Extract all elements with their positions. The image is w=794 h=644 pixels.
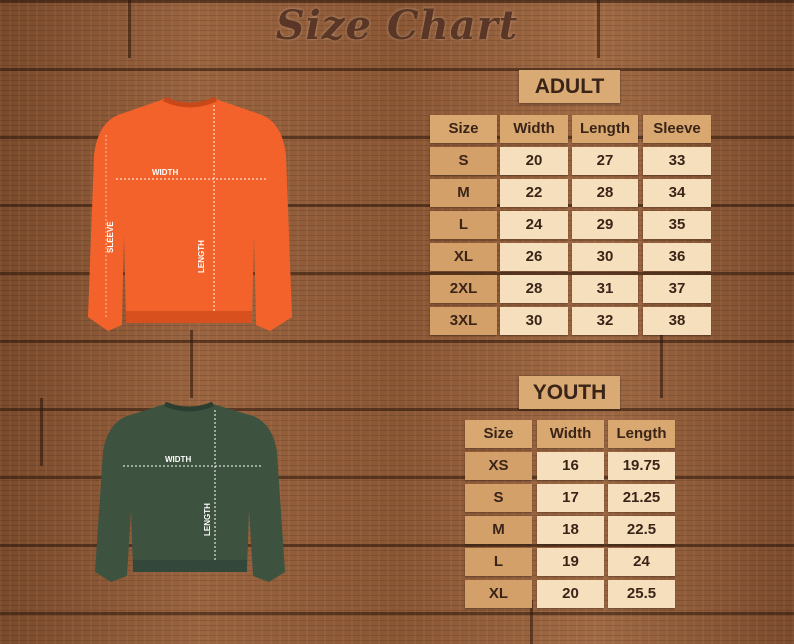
column-header: Sleeve xyxy=(643,115,711,143)
measurement-cell: 19 xyxy=(537,548,604,576)
column-header: Size xyxy=(465,420,532,448)
length-label: LENGTH xyxy=(203,503,212,536)
size-cell: S xyxy=(430,147,497,175)
size-cell: L xyxy=(430,211,497,239)
measurement-cell: 22 xyxy=(500,179,568,207)
width-label: WIDTH xyxy=(165,455,191,464)
measurement-cell: 24 xyxy=(608,548,675,576)
plank-seam xyxy=(530,600,533,644)
column-header: Width xyxy=(537,420,604,448)
measurement-cell: 32 xyxy=(572,307,638,335)
size-cell: M xyxy=(465,516,532,544)
sleeve-label: SLEEVE xyxy=(106,221,115,253)
plank-seam xyxy=(40,398,43,466)
size-cell: XL xyxy=(465,580,532,608)
length-label: LENGTH xyxy=(197,240,206,273)
measurement-cell: 31 xyxy=(572,275,638,303)
measurement-cell: 28 xyxy=(500,275,568,303)
measurement-cell: 37 xyxy=(643,275,711,303)
measurement-cell: 20 xyxy=(537,580,604,608)
measurement-cell: 17 xyxy=(537,484,604,512)
measurement-cell: 29 xyxy=(572,211,638,239)
measurement-cell: 21.25 xyxy=(608,484,675,512)
measurement-cell: 25.5 xyxy=(608,580,675,608)
size-cell: M xyxy=(430,179,497,207)
size-cell: 2XL xyxy=(430,275,497,303)
measurement-cell: 26 xyxy=(500,243,568,271)
plank-seam xyxy=(597,0,600,58)
size-cell: XL xyxy=(430,243,497,271)
measurement-cell: 35 xyxy=(643,211,711,239)
measurement-cell: 34 xyxy=(643,179,711,207)
width-label: WIDTH xyxy=(152,168,178,177)
youth-sweatshirt-illustration: WIDTH LENGTH xyxy=(95,401,285,582)
measurement-cell: 22.5 xyxy=(608,516,675,544)
measurement-cell: 30 xyxy=(572,243,638,271)
plank-seam xyxy=(190,330,193,398)
column-header: Length xyxy=(572,115,638,143)
measurement-cell: 33 xyxy=(643,147,711,175)
adult-sweatshirt-illustration: WIDTH SLEEVE LENGTH xyxy=(88,96,292,331)
page-title: Size Chart xyxy=(275,2,519,49)
column-header: Width xyxy=(500,115,568,143)
measurement-cell: 38 xyxy=(643,307,711,335)
plank-seam xyxy=(660,330,663,398)
column-header: Size xyxy=(430,115,497,143)
adult-heading: ADULT xyxy=(519,70,620,103)
youth-heading: YOUTH xyxy=(519,376,620,409)
size-cell: S xyxy=(465,484,532,512)
measurement-cell: 20 xyxy=(500,147,568,175)
measurement-cell: 19.75 xyxy=(608,452,675,480)
measurement-cell: 36 xyxy=(643,243,711,271)
size-cell: L xyxy=(465,548,532,576)
measurement-cell: 24 xyxy=(500,211,568,239)
measurement-cell: 30 xyxy=(500,307,568,335)
measurement-cell: 18 xyxy=(537,516,604,544)
measurement-cell: 16 xyxy=(537,452,604,480)
column-header: Length xyxy=(608,420,675,448)
measurement-cell: 27 xyxy=(572,147,638,175)
measurement-cell: 28 xyxy=(572,179,638,207)
size-cell: 3XL xyxy=(430,307,497,335)
plank-seam xyxy=(128,0,131,58)
size-cell: XS xyxy=(465,452,532,480)
